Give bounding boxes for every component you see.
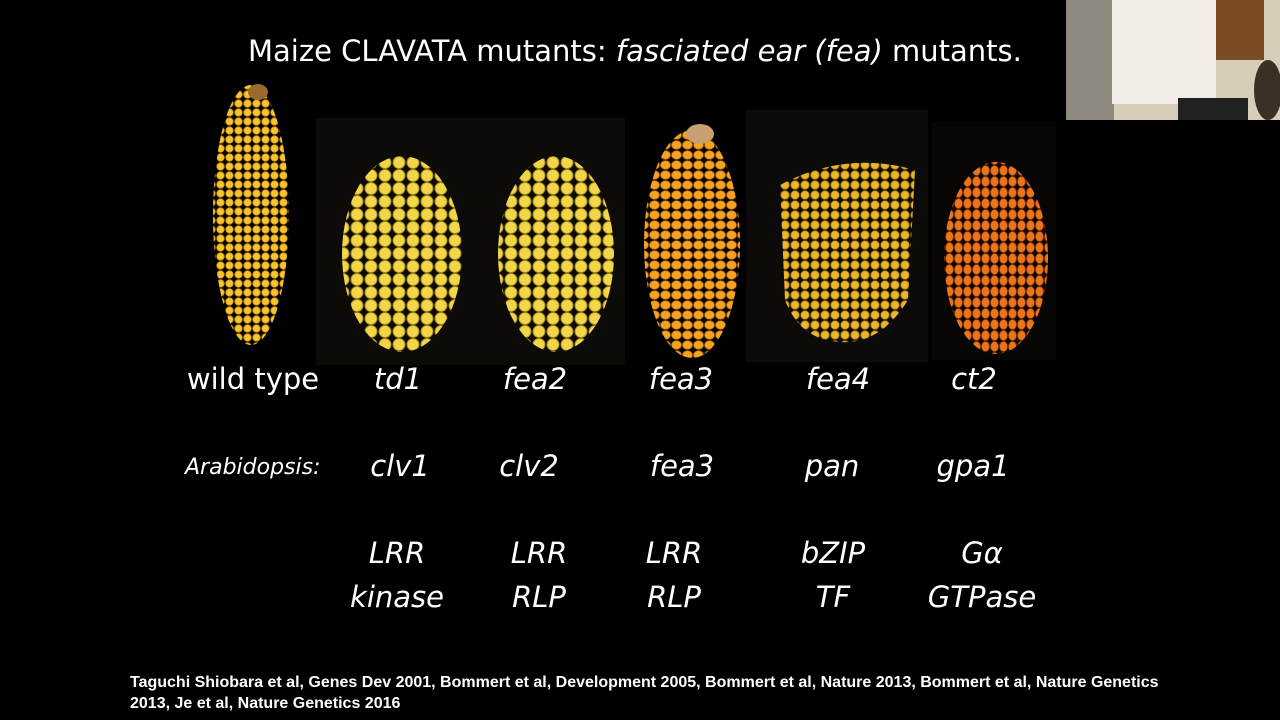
webcam-desk: [1178, 98, 1248, 120]
corn-ear: [342, 156, 462, 352]
maize-label: fea2: [502, 362, 568, 396]
title-text: mutants.: [892, 34, 1022, 68]
protein-class: TF: [815, 580, 851, 614]
protein-class: RLP: [647, 580, 701, 614]
corn-tip: [248, 84, 268, 100]
protein-class: GTPase: [927, 580, 1037, 614]
maize-label: fea3: [648, 362, 714, 396]
corn-tip: [686, 124, 714, 144]
corn-ear: [498, 156, 614, 352]
protein-class: LRR: [368, 536, 426, 570]
maize-label: ct2: [951, 362, 997, 396]
webcam-person: [1254, 60, 1280, 120]
citation: Taguchi Shiobara et al, Genes Dev 2001, …: [130, 674, 1159, 712]
webcam-door: [1216, 0, 1264, 60]
corn-ear: [213, 85, 289, 345]
corn-ear: [644, 130, 740, 358]
arabidopsis-gene: clv1: [370, 449, 430, 483]
webcam-wall: [1066, 0, 1114, 120]
webcam-screen: [1112, 0, 1216, 104]
arabidopsis-label: Arabidopsis:: [185, 455, 321, 480]
arabidopsis-gene: fea3: [649, 449, 715, 483]
maize-label: wild type: [186, 362, 320, 396]
arabidopsis-gene: gpa1: [936, 449, 1010, 483]
maize-label: fea4: [805, 362, 871, 396]
protein-class: LRR: [510, 536, 568, 570]
corn-ear: [944, 162, 1048, 354]
arabidopsis-gene: clv2: [499, 449, 559, 483]
protein-class: bZIP: [800, 536, 866, 570]
title-italic: fasciated ear (fea): [615, 34, 883, 68]
protein-class: LRR: [645, 536, 703, 570]
slide-title: Maize CLAVATA mutants: fasciated ear (fe…: [248, 34, 1022, 68]
protein-class: Gα: [961, 536, 1003, 570]
title-text: Maize CLAVATA mutants:: [248, 34, 607, 68]
maize-label: td1: [373, 362, 423, 396]
protein-class: RLP: [512, 580, 566, 614]
arabidopsis-gene: pan: [804, 449, 860, 483]
protein-class: kinase: [350, 580, 444, 614]
corn-ear: [780, 162, 915, 343]
